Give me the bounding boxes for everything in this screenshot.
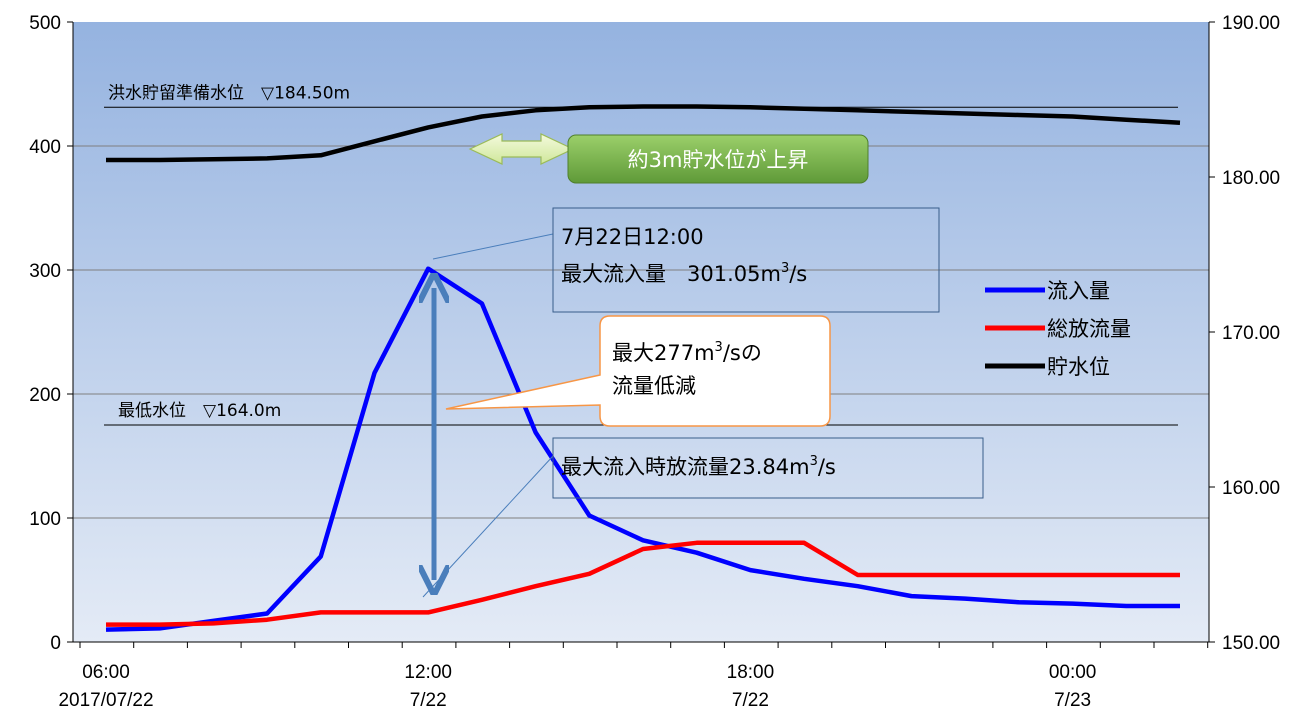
peak-leader-line	[432, 233, 554, 260]
reduction-callout: 最大277m3/sの 流量低減	[445, 315, 831, 427]
water-rise-text: 約3m貯水位が上昇	[628, 148, 809, 172]
discharge-box	[552, 437, 984, 499]
legend-label-貯水位: 貯水位	[1047, 355, 1110, 379]
water-rise-box	[567, 134, 869, 184]
left-y-tick-label: 200	[29, 385, 61, 406]
reduction-callout-shape	[445, 315, 831, 427]
series-lines	[105, 104, 1181, 632]
x-tick-date: 7/22	[410, 690, 447, 711]
x-tick-date: 7/23	[1054, 690, 1091, 711]
x-tick-time: 12:00	[404, 662, 452, 683]
x-minor-ticks	[79, 642, 1209, 648]
water-rise-annotation: 約3m貯水位が上昇	[468, 133, 869, 184]
reference-line-label: 最低水位 ▽164.0m	[118, 401, 281, 421]
x-tick-time: 18:00	[727, 662, 775, 683]
left-y-tick-label: 100	[29, 509, 61, 530]
discharge-leader-line	[422, 455, 554, 598]
x-tick-time: 06:00	[82, 662, 130, 683]
discharge-annotation: 最大流入時放流量23.84m3/s	[422, 437, 984, 598]
right-y-tick-label: 190.00	[1222, 13, 1280, 34]
series-line-貯水位	[106, 104, 1181, 163]
right-y-tick-label: 150.00	[1222, 633, 1280, 654]
left-y-tick-label: 300	[29, 261, 61, 282]
peak-label-line1: 7月22日12:00	[561, 225, 704, 249]
x-tick-date: 2017/07/22	[58, 690, 153, 711]
reference-line-label: 洪水貯留準備水位 ▽184.50m	[108, 83, 350, 103]
right-y-tick-label: 170.00	[1222, 323, 1280, 344]
reduction-label-line2: 流量低減	[612, 374, 696, 398]
series-line-総放流量	[106, 540, 1180, 627]
left-y-ticks: 0 100 200 300 400 500	[29, 13, 73, 654]
left-y-tick-label: 0	[50, 633, 61, 654]
x-tick-labels: 06:00 2017/07/22 12:00 7/22 18:00 7/22 00:00 7/…	[58, 662, 1096, 711]
right-y-tick-label: 180.00	[1222, 168, 1280, 189]
legend-label-総放流量: 総放流量	[1047, 317, 1131, 341]
peak-annotation: 7月22日12:00 最大流入量 301.05m3/s	[432, 207, 940, 313]
left-y-tick-label: 500	[29, 13, 61, 34]
legend-label-流入量: 流入量	[1047, 279, 1110, 303]
discharge-label: 最大流入時放流量23.84m3/s	[561, 454, 836, 479]
reduction-label-line1: 最大277m3/sの	[612, 340, 762, 365]
right-y-ticks: 150.00 160.00 170.00 180.00 190.00	[1209, 13, 1280, 654]
x-tick-date: 7/22	[732, 690, 769, 711]
x-tick-time: 00:00	[1049, 662, 1097, 683]
left-y-tick-label: 400	[29, 137, 61, 158]
right-y-tick-label: 160.00	[1222, 478, 1280, 499]
series-line-流入量	[105, 266, 1180, 632]
peak-box	[552, 207, 940, 313]
peak-label-line2: 最大流入量 301.05m3/s	[561, 261, 807, 286]
